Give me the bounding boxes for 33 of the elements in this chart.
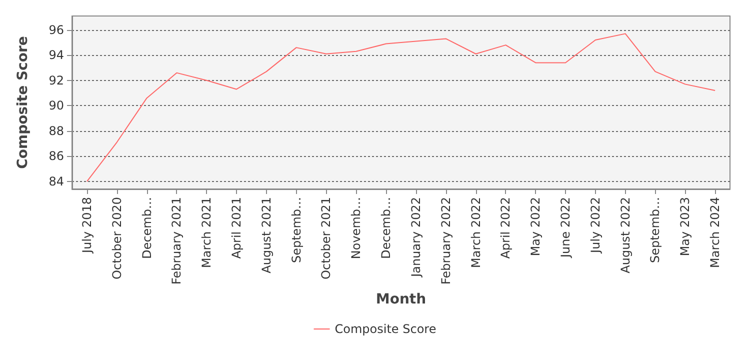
x-tick-label: May 2022 [528, 197, 543, 256]
x-tick-label: March 2024 [708, 197, 722, 268]
x-tick-label: October 2021 [319, 197, 334, 280]
x-tick-label: Novemb… [349, 197, 364, 260]
x-tick-label: October 2020 [110, 197, 124, 280]
x-tick-label: August 2022 [618, 197, 632, 274]
y-tick-label: 86 [48, 149, 64, 164]
x-tick-label: Decemb… [140, 197, 154, 259]
x-tick-label: July 2022 [588, 197, 602, 254]
x-tick-label: August 2021 [259, 197, 274, 274]
x-tick-label: July 2018 [80, 197, 94, 254]
line-series [86, 33, 716, 182]
x-tick-label: January 2022 [408, 197, 423, 278]
y-tick-label: 96 [48, 22, 64, 37]
y-axis-title: Composite Score [15, 36, 31, 169]
x-tick-label: May 2023 [678, 197, 692, 256]
x-axis-title: Month [376, 291, 426, 308]
x-tick-label: February 2021 [170, 197, 184, 285]
x-tick-label: June 2022 [558, 197, 572, 258]
y-tick-label: 92 [48, 73, 64, 88]
y-tick-label: 84 [48, 174, 64, 188]
x-tick-label: April 2021 [230, 197, 244, 259]
y-tick-label: 90 [48, 98, 64, 113]
y-tick-label: 94 [48, 48, 64, 62]
x-tick-label: March 2022 [468, 197, 483, 268]
x-tick-label: March 2021 [200, 197, 214, 268]
x-tick-label: Septemb… [648, 197, 662, 264]
legend-label: Composite Score [334, 322, 436, 336]
x-tick-label: Decemb… [379, 197, 394, 259]
x-tick-label: April 2022 [498, 197, 513, 259]
y-tick-label: 88 [48, 124, 64, 138]
x-tick-label: February 2022 [438, 197, 453, 285]
x-tick-label: Septemb… [289, 197, 304, 264]
